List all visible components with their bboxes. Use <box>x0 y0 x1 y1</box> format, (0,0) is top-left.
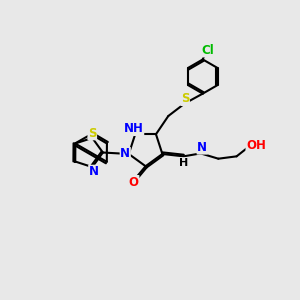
Text: Cl: Cl <box>201 44 214 57</box>
Text: H: H <box>179 158 188 168</box>
Text: N: N <box>89 165 99 178</box>
Text: N: N <box>197 141 207 154</box>
Text: NH: NH <box>124 122 144 135</box>
Text: N: N <box>120 148 130 160</box>
Text: O: O <box>129 176 139 189</box>
Text: S: S <box>88 127 97 140</box>
Text: S: S <box>181 92 189 105</box>
Text: OH: OH <box>246 139 266 152</box>
